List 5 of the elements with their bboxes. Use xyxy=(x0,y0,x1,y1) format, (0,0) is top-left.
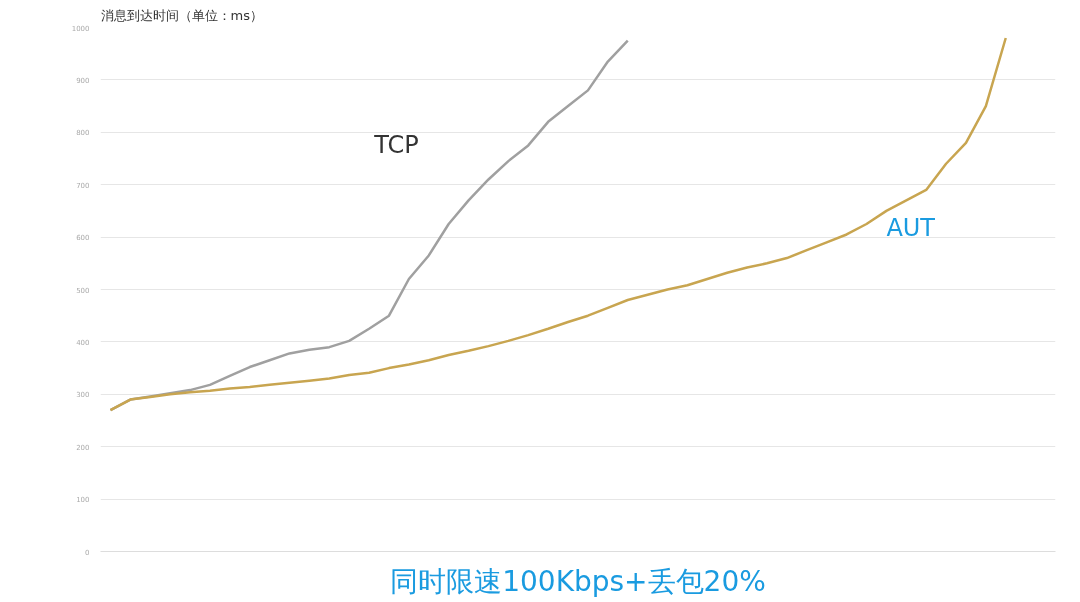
series-label: AUT xyxy=(886,214,936,243)
line-series xyxy=(109,36,1008,412)
chart-title: 消息到达时间（单位：ms） xyxy=(100,7,263,23)
text: 同时限速100Kbps+丢包20% xyxy=(390,564,766,598)
text: TCP xyxy=(373,130,419,159)
